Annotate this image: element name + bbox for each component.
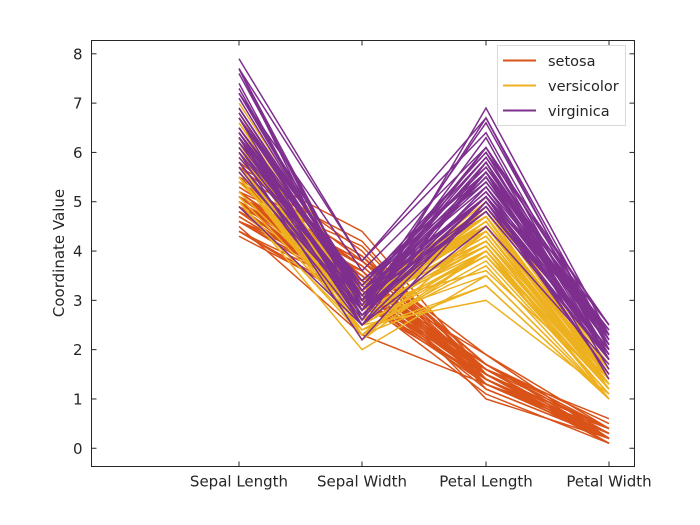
y-tick-label-3: 3 xyxy=(73,292,83,310)
axes-box xyxy=(91,40,635,467)
y-tick-label-8: 8 xyxy=(73,45,83,63)
virginica-line-43 xyxy=(238,161,610,356)
versicolor-line-44 xyxy=(238,201,610,400)
virginica-line-41 xyxy=(238,117,610,331)
x-tick-label-sepal-width: Sepal Width xyxy=(317,473,407,491)
y-tick-label-5: 5 xyxy=(73,193,83,211)
virginica-line-50 xyxy=(238,156,610,360)
versicolor-line-49 xyxy=(238,196,610,395)
y-tick-label-0: 0 xyxy=(73,440,83,458)
legend-label-virginica: virginica xyxy=(548,104,610,120)
x-tick-label-sepal-length: Sepal Length xyxy=(190,473,288,491)
virginica-line-45 xyxy=(238,117,610,326)
virginica-line-7 xyxy=(238,206,610,365)
y-tick-label-4: 4 xyxy=(73,243,83,261)
virginica-line-10 xyxy=(238,92,610,326)
x-tick-label-petal-length: Petal Length xyxy=(439,473,533,491)
y-axis: 0 1 2 3 4 5 6 7 8 xyxy=(73,45,635,458)
versicolor-line-40 xyxy=(238,176,610,385)
y-tick-label-6: 6 xyxy=(73,144,83,162)
virginica-line-49 xyxy=(238,142,610,336)
legend-label-versicolor: versicolor xyxy=(548,79,619,95)
y-tick-label-1: 1 xyxy=(73,390,83,408)
x-tick-label-petal-width: Petal Width xyxy=(566,473,651,491)
legend-entry-versicolor: versicolor xyxy=(503,79,619,95)
y-tick-label-7: 7 xyxy=(73,95,83,113)
legend-label-setosa: setosa xyxy=(548,54,595,70)
x-axis: Sepal Length Sepal Width Petal Length Petal… xyxy=(190,40,652,491)
legend-entry-virginica: virginica xyxy=(503,104,610,120)
virginica-line-48 xyxy=(238,127,610,351)
y-tick-label-2: 2 xyxy=(73,341,83,359)
legend-entry-setosa: setosa xyxy=(503,54,595,70)
virginica-line-23 xyxy=(238,68,610,351)
data-lines xyxy=(238,58,610,445)
versicolor-line-32 xyxy=(238,176,610,400)
legend: setosa versicolor virginica xyxy=(497,45,626,126)
virginica-line-18 xyxy=(238,68,610,341)
y-axis-label: Coordinate Value xyxy=(50,189,68,317)
series-virginica xyxy=(238,58,610,380)
virginica-line-20 xyxy=(238,152,610,375)
virginica-line-33 xyxy=(238,132,610,341)
